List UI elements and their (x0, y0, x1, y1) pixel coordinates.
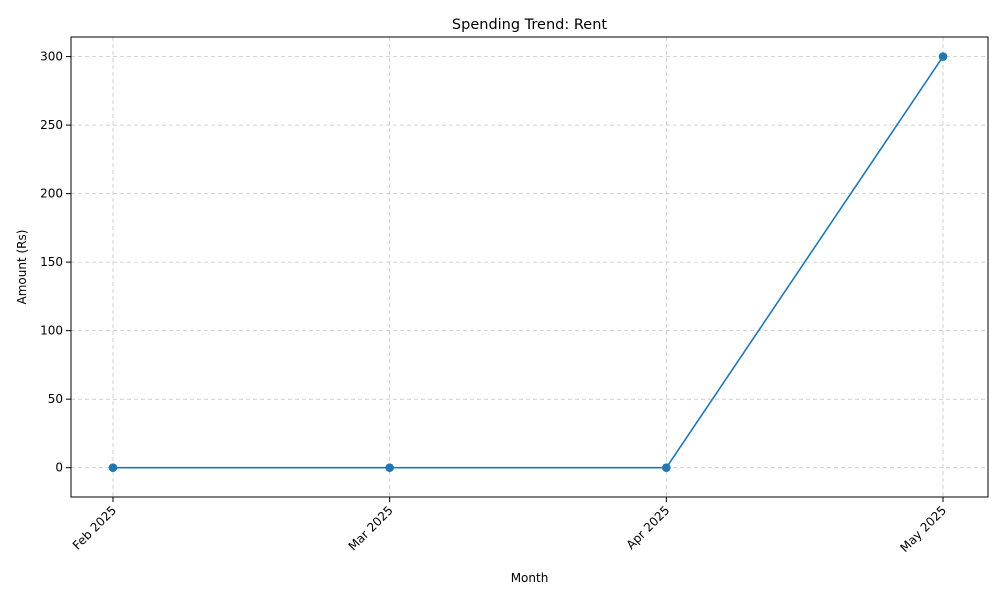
y-tick-label: 250 (40, 118, 63, 132)
data-point (938, 52, 948, 61)
plot-area (71, 37, 988, 497)
y-axis-label: Amount (Rs) (15, 230, 29, 305)
x-axis-label: Month (511, 571, 549, 585)
y-tick-label: 150 (40, 255, 63, 269)
y-tick-label: 100 (40, 324, 63, 338)
data-point (108, 463, 118, 472)
y-tick-label: 0 (55, 461, 63, 475)
data-point (385, 463, 394, 472)
y-tick-label: 200 (40, 187, 63, 201)
chart-title: Spending Trend: Rent (452, 17, 607, 33)
y-tick-label: 300 (40, 50, 63, 64)
series-line (113, 56, 944, 469)
plot-frame (70, 36, 989, 498)
y-tick-label: 50 (48, 392, 63, 406)
data-point (662, 463, 671, 472)
y-axis-ticks: 0 50 100 150 200 250 300 (40, 50, 71, 475)
series-group (108, 52, 948, 472)
